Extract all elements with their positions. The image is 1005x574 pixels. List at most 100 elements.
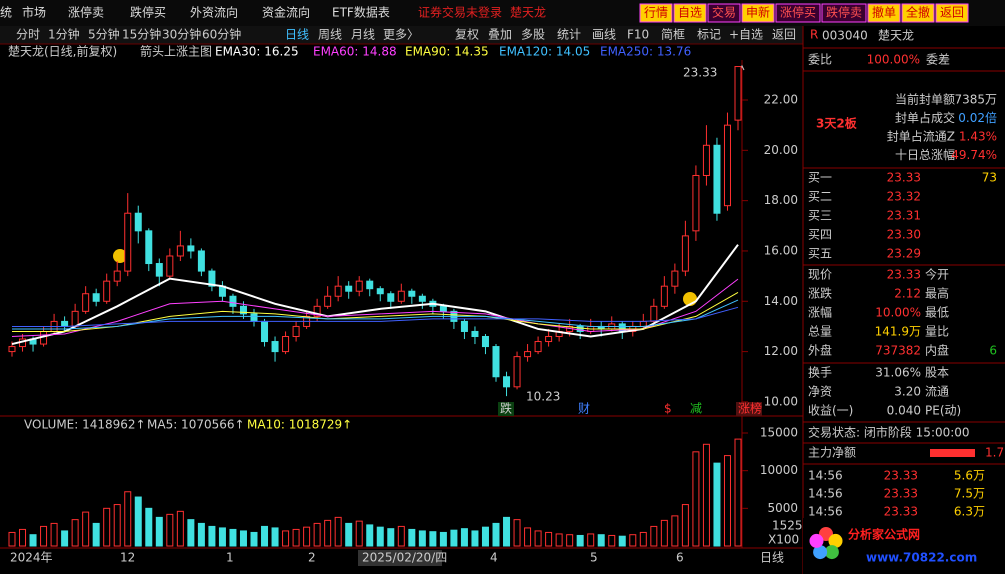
volume-bar	[345, 522, 353, 547]
button-label[interactable]: 行情	[644, 6, 668, 20]
volume-bar	[166, 513, 174, 547]
volume-bar	[103, 507, 111, 547]
watermark-url: www.70822.com	[866, 551, 977, 565]
volume-bar	[261, 525, 269, 547]
volume-bar	[187, 519, 195, 547]
notice: 楚天龙	[510, 6, 546, 20]
candle-body	[282, 336, 290, 353]
toolbar-item[interactable]: 标记	[697, 28, 721, 42]
ema-line	[11, 278, 739, 338]
volume-bar	[408, 528, 416, 547]
logo-petal	[828, 533, 843, 548]
toolbar-item[interactable]: 画线	[592, 28, 616, 42]
date-label: 4	[490, 551, 498, 565]
toolbar-item[interactable]: 统计	[557, 28, 581, 42]
toolbar-item[interactable]: 叠加	[488, 28, 512, 42]
menu-item[interactable]: 涨停卖	[68, 5, 104, 20]
toolbar-item[interactable]: F10	[627, 28, 649, 42]
candle-body	[61, 320, 69, 327]
candle-body	[8, 346, 16, 353]
value: 6	[989, 344, 997, 358]
toolbar	[0, 26, 803, 44]
volume-bar	[176, 510, 184, 547]
volume-header: MA10: 1018729↑	[247, 418, 352, 432]
toolbar-item[interactable]: 更多〉	[383, 28, 419, 42]
toolbar-item[interactable]: 简框	[661, 28, 685, 42]
candle-body	[250, 313, 258, 322]
toolbar-item[interactable]: 复权	[455, 28, 479, 42]
candle-body	[702, 144, 710, 176]
volume-bar	[418, 530, 426, 547]
volume-bar	[671, 515, 679, 547]
toolbar-item[interactable]: 月线	[351, 28, 375, 42]
button-label[interactable]: 自选	[678, 6, 702, 20]
volume-bar	[324, 519, 332, 547]
label: 买二	[808, 190, 832, 204]
flow-bar	[930, 449, 975, 457]
button[interactable]	[707, 3, 741, 23]
button[interactable]	[741, 3, 775, 23]
logo-petal	[824, 545, 839, 560]
menu-item[interactable]: 外资流向	[190, 5, 238, 20]
tick-volume: 6.3万	[954, 505, 985, 519]
menu-item[interactable]: 市场	[22, 5, 46, 20]
menu-item[interactable]: 资金流向	[262, 5, 310, 20]
smiley-icon	[113, 249, 127, 263]
toolbar-item[interactable]: 分时	[16, 28, 40, 42]
volume-bar	[124, 491, 132, 547]
volume-bar	[503, 516, 511, 547]
label: 流通	[925, 385, 949, 399]
toolbar-item[interactable]: 1分钟	[48, 27, 80, 42]
candle-body	[103, 280, 111, 302]
stock-name: 楚天龙	[878, 29, 914, 43]
volume-bar	[545, 531, 553, 547]
toolbar-item[interactable]: 周线	[318, 28, 342, 42]
candle-body	[113, 270, 121, 282]
toolbar-item[interactable]: 30分钟	[162, 27, 201, 42]
notice: 证券交易未登录	[418, 5, 502, 20]
date-label: 2025/02/20/四	[362, 551, 447, 565]
button[interactable]	[639, 3, 673, 23]
toolbar-item[interactable]: 日线	[285, 28, 309, 42]
tick-volume: 7.5万	[954, 487, 985, 501]
candle-body	[681, 235, 689, 272]
toolbar-item[interactable]: 多股	[521, 28, 545, 42]
volume-bar	[608, 534, 616, 547]
menu-item[interactable]: 跌停买	[130, 5, 166, 20]
candle-body	[292, 325, 300, 338]
toolbar-item[interactable]: 5分钟	[88, 27, 120, 42]
button-label[interactable]: 全撤	[906, 5, 930, 20]
toolbar-item[interactable]: 15分钟	[122, 27, 161, 42]
candle-body	[513, 356, 521, 388]
event-marker: $	[664, 402, 672, 416]
button[interactable]	[867, 3, 901, 23]
menu-item[interactable]: 统	[0, 6, 12, 20]
button[interactable]	[775, 3, 821, 23]
button[interactable]	[821, 3, 867, 23]
candle-body	[481, 336, 489, 348]
high-annotation: 23.33	[683, 66, 717, 80]
button-label[interactable]: 跌停卖	[826, 5, 862, 20]
button[interactable]	[673, 3, 707, 23]
toolbar-item[interactable]: 60分钟	[202, 27, 241, 42]
y-tick-label: 5000	[767, 501, 798, 515]
toolbar-item[interactable]: 返回	[772, 28, 796, 42]
menu-item[interactable]: ETF数据表	[332, 5, 390, 20]
button-label[interactable]: 申新	[746, 5, 770, 20]
date-highlight	[358, 550, 442, 566]
value: 10.00%	[875, 306, 921, 320]
button[interactable]	[935, 3, 969, 23]
candle-body	[324, 295, 332, 307]
button-label[interactable]: 涨停买	[780, 5, 816, 20]
value: 23.29	[887, 247, 921, 261]
button-label[interactable]: 撤单	[872, 5, 896, 20]
button-label[interactable]: 交易	[712, 5, 736, 20]
toolbar-item[interactable]: +自选	[729, 28, 763, 42]
candle-body	[418, 295, 426, 302]
button[interactable]	[901, 3, 935, 23]
button-label[interactable]: 返回	[940, 6, 964, 20]
candle-body	[71, 310, 79, 327]
candle-body	[229, 295, 237, 307]
low-annotation: 10.23	[526, 390, 560, 404]
candle-body	[460, 320, 468, 332]
